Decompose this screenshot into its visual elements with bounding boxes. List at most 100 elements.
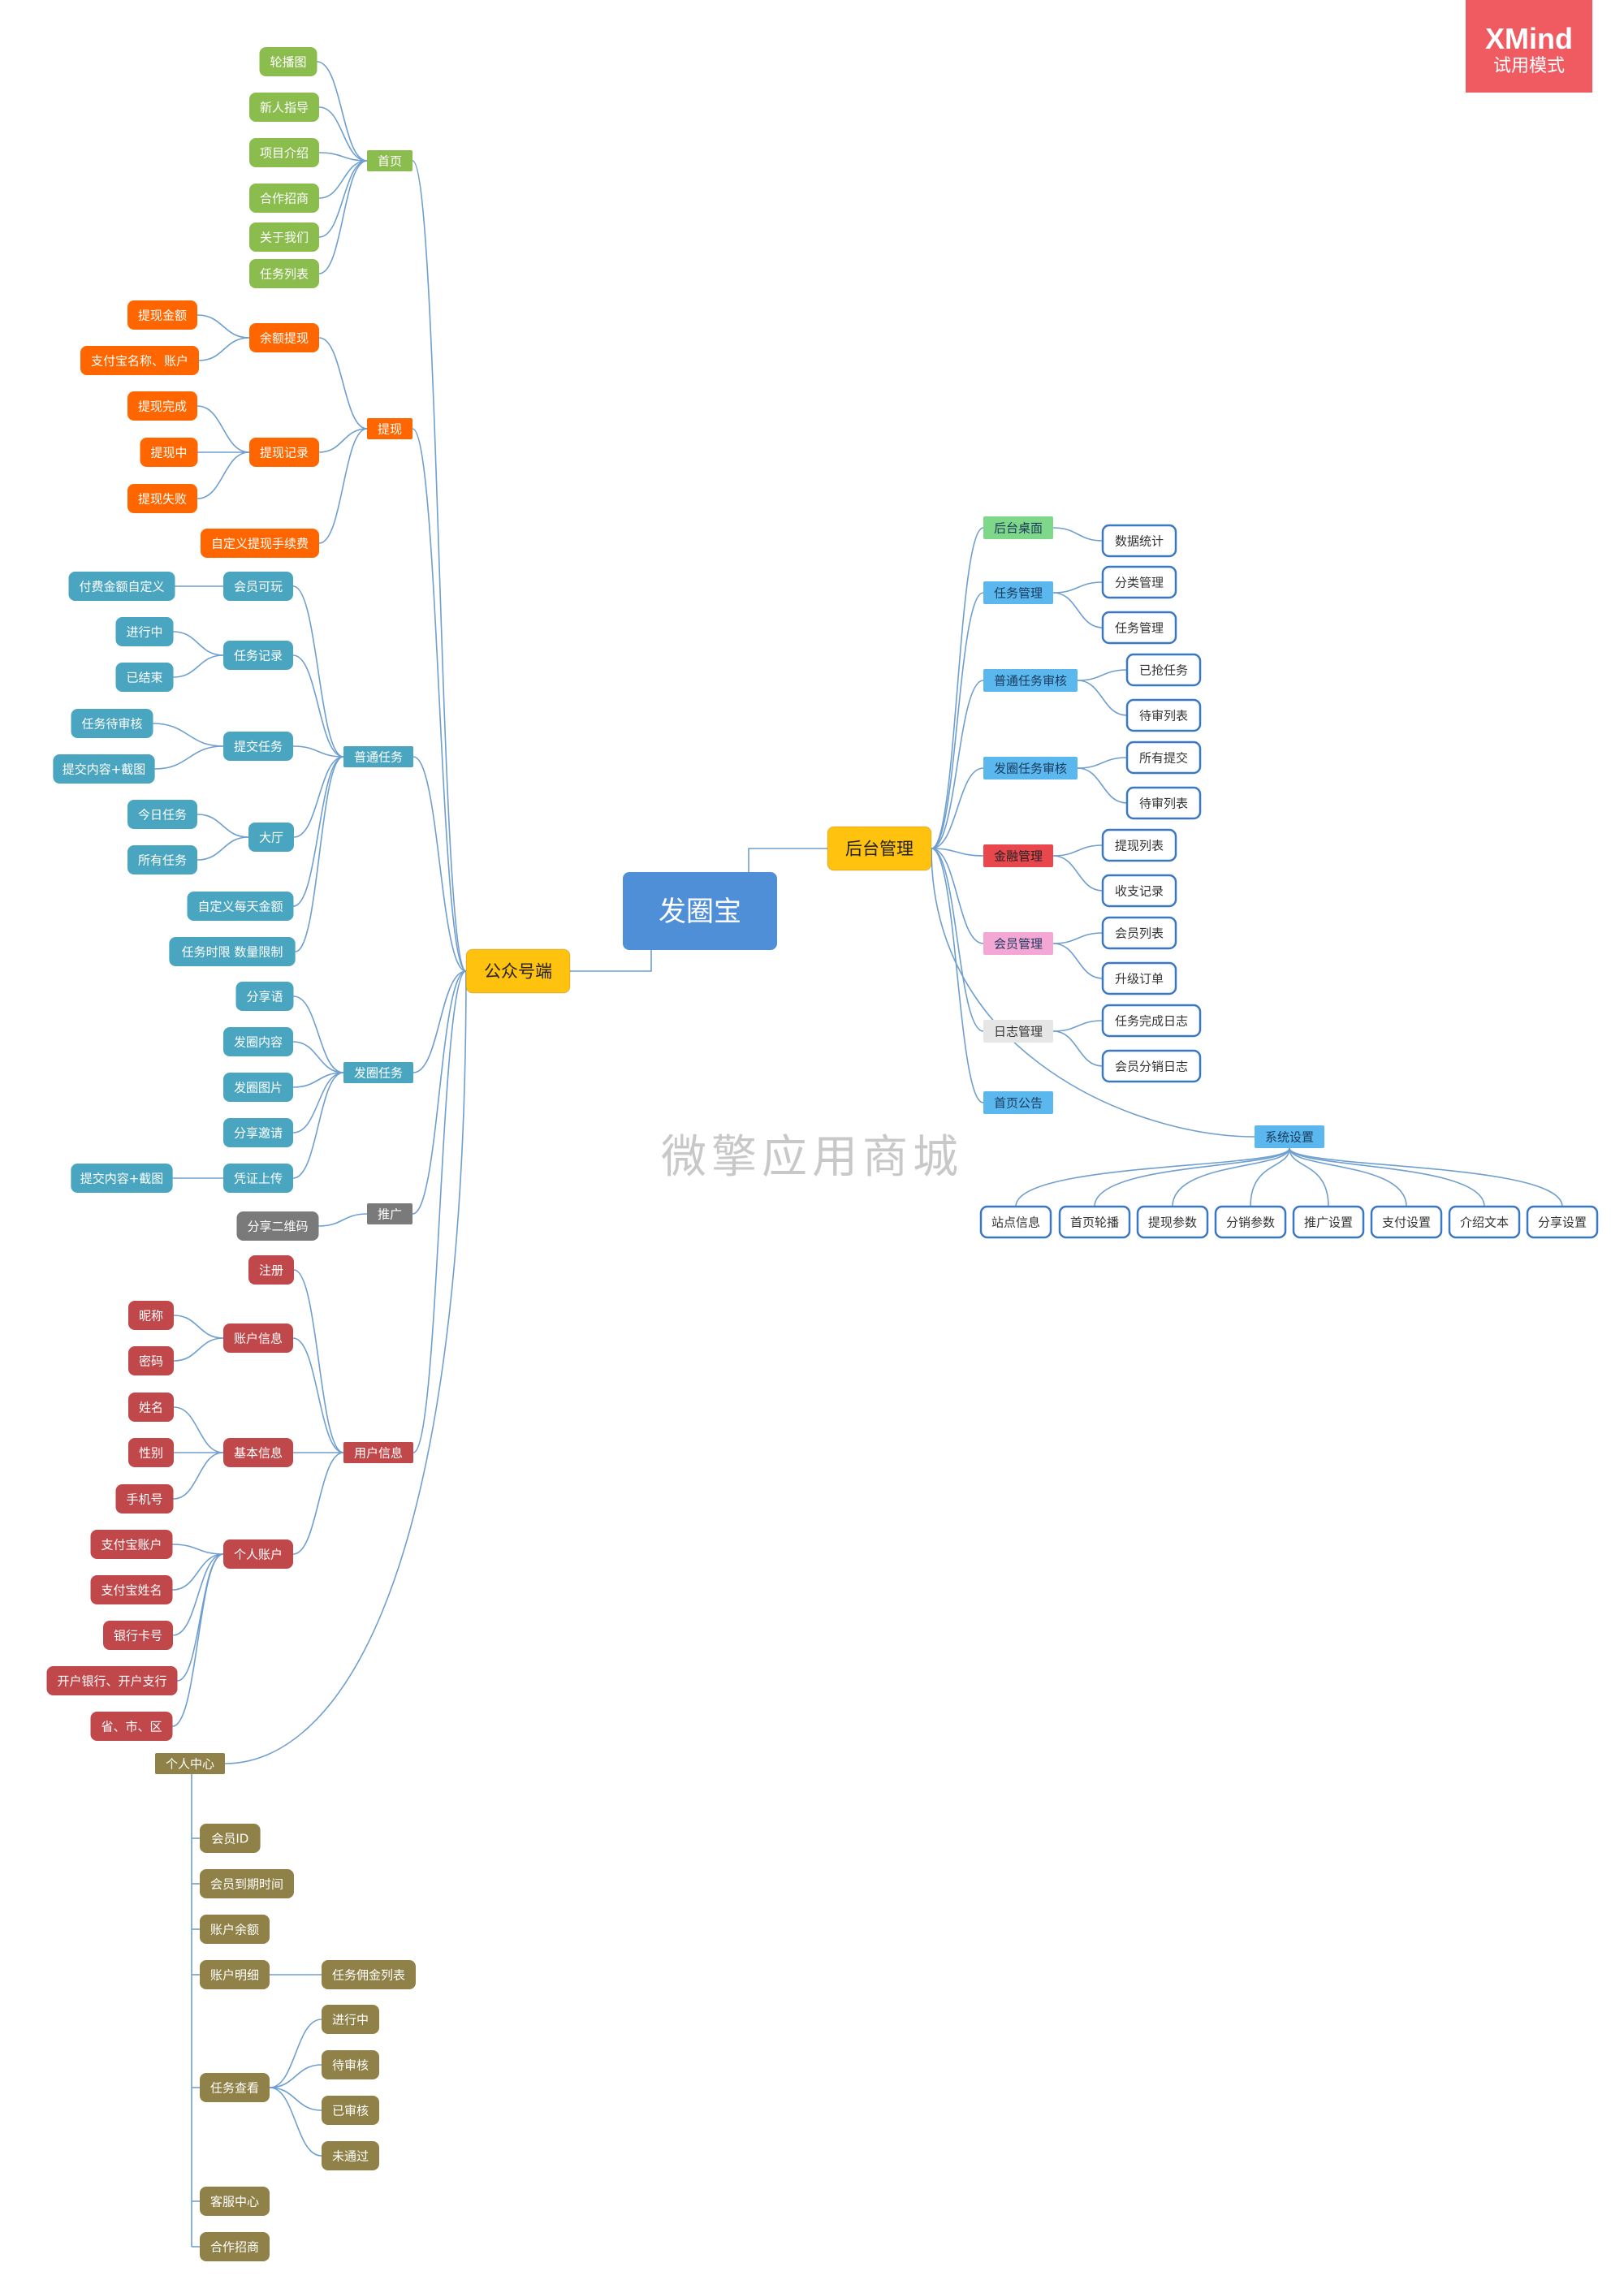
admin-group-node[interactable]: 会员管理 [983,932,1053,955]
wechat-subitem-node[interactable]: 提现完成 [127,391,197,421]
admin-item-node[interactable]: 会员列表 [1101,916,1177,950]
admin-group-node[interactable]: 后台桌面 [983,516,1053,539]
wechat-subitem-node[interactable]: 银行卡号 [103,1621,173,1650]
wechat-item-node[interactable]: 提交任务 [223,732,293,761]
admin-branch-node[interactable]: 后台管理 [827,826,932,871]
wechat-item-node[interactable]: 凭证上传 [223,1164,293,1193]
wechat-subitem-node[interactable]: 任务佣金列表 [322,1960,416,1989]
wechat-subitem-node[interactable]: 支付宝名称、账户 [80,346,199,375]
wechat-item-node[interactable]: 分享二维码 [236,1211,319,1241]
system-setting-node[interactable]: 分销参数 [1214,1205,1287,1239]
wechat-subitem-node[interactable]: 姓名 [128,1393,174,1422]
wechat-item-node[interactable]: 余额提现 [249,323,319,352]
wechat-subitem-node[interactable]: 开户银行、开户支行 [46,1666,178,1695]
wechat-item-node[interactable]: 个人账户 [223,1539,293,1569]
wechat-item-node[interactable]: 合作招商 [249,184,319,213]
admin-item-node[interactable]: 待审列表 [1125,786,1202,820]
wechat-subitem-node[interactable]: 任务待审核 [71,709,153,738]
wechat-group-node[interactable]: 首页 [367,150,412,171]
wechat-item-node[interactable]: 账户明细 [200,1960,270,1989]
admin-group-node[interactable]: 普通任务审核 [983,669,1078,692]
wechat-item-node[interactable]: 大厅 [248,823,294,852]
wechat-subitem-node[interactable]: 省、市、区 [90,1712,173,1741]
wechat-item-node[interactable]: 发圈内容 [223,1027,293,1056]
admin-group-node[interactable]: 发圈任务审核 [983,757,1078,779]
wechat-item-node[interactable]: 关于我们 [249,222,319,252]
wechat-item-node[interactable]: 新人指导 [249,93,319,122]
wechat-group-node[interactable]: 用户信息 [343,1442,413,1463]
wechat-subitem-node[interactable]: 待审核 [322,2050,379,2079]
wechat-subitem-node[interactable]: 密码 [128,1346,174,1375]
admin-item-node[interactable]: 提现列表 [1101,828,1177,862]
admin-item-node[interactable]: 分类管理 [1101,565,1177,599]
wechat-subitem-node[interactable]: 今日任务 [127,800,197,829]
wechat-group-node[interactable]: 推广 [367,1203,412,1224]
admin-item-node[interactable]: 所有提交 [1125,741,1202,775]
wechat-subitem-node[interactable]: 进行中 [322,2005,379,2034]
wechat-item-node[interactable]: 任务查看 [200,2073,270,2102]
wechat-group-node[interactable]: 提现 [367,418,412,439]
wechat-subitem-node[interactable]: 已结束 [115,663,174,692]
wechat-item-node[interactable]: 分享邀请 [223,1118,293,1147]
wechat-group-node[interactable]: 发圈任务 [343,1062,413,1083]
system-setting-node[interactable]: 站点信息 [979,1205,1052,1239]
admin-item-node[interactable]: 已抢任务 [1125,653,1202,687]
root-node[interactable]: 发圈宝 [623,872,777,950]
wechat-item-node[interactable]: 任务时限 数量限制 [169,937,296,966]
wechat-subitem-node[interactable]: 提交内容+截图 [53,754,155,784]
admin-item-node[interactable]: 待审列表 [1125,698,1202,732]
wechat-item-node[interactable]: 自定义每天金额 [187,892,294,921]
wechat-item-node[interactable]: 发圈图片 [223,1073,293,1102]
admin-group-node[interactable]: 日志管理 [983,1020,1053,1043]
wechat-subitem-node[interactable]: 支付宝账户 [90,1530,173,1559]
wechat-item-node[interactable]: 合作招商 [200,2232,270,2261]
admin-group-node[interactable]: 金融管理 [983,844,1053,867]
system-setting-node[interactable]: 支付设置 [1370,1205,1443,1239]
wechat-branch-node[interactable]: 公众号端 [465,948,571,994]
wechat-subitem-node[interactable]: 进行中 [115,617,174,646]
wechat-subitem-node[interactable]: 已审核 [322,2096,379,2125]
wechat-item-node[interactable]: 基本信息 [223,1438,293,1467]
wechat-group-node[interactable]: 个人中心 [155,1753,225,1774]
wechat-subitem-node[interactable]: 未通过 [322,2141,379,2170]
wechat-item-node[interactable]: 任务记录 [223,641,293,670]
wechat-item-node[interactable]: 项目介绍 [249,138,319,167]
wechat-item-node[interactable]: 会员到期时间 [200,1869,294,1898]
admin-item-node[interactable]: 任务完成日志 [1101,1004,1202,1038]
admin-group-node[interactable]: 任务管理 [983,581,1053,604]
admin-item-node[interactable]: 任务管理 [1101,611,1177,645]
admin-group-node[interactable]: 系统设置 [1255,1125,1324,1148]
system-setting-node[interactable]: 分享设置 [1526,1205,1599,1239]
wechat-subitem-node[interactable]: 提现金额 [127,300,197,330]
wechat-group-node[interactable]: 普通任务 [343,746,413,767]
wechat-item-node[interactable]: 账户信息 [223,1324,293,1353]
admin-group-node[interactable]: 首页公告 [983,1091,1053,1114]
wechat-item-node[interactable]: 客服中心 [200,2187,270,2216]
admin-item-node[interactable]: 收支记录 [1101,874,1177,908]
wechat-subitem-node[interactable]: 付费金额自定义 [68,572,175,601]
system-setting-node[interactable]: 提现参数 [1136,1205,1209,1239]
wechat-subitem-node[interactable]: 提交内容+截图 [71,1164,173,1193]
wechat-item-node[interactable]: 注册 [248,1255,294,1285]
wechat-item-node[interactable]: 会员ID [199,1824,261,1853]
admin-item-node[interactable]: 会员分销日志 [1101,1049,1202,1083]
system-setting-node[interactable]: 首页轮播 [1058,1205,1131,1239]
wechat-item-node[interactable]: 轮播图 [259,47,317,76]
admin-item-node[interactable]: 数据统计 [1101,524,1177,558]
system-setting-node[interactable]: 介绍文本 [1448,1205,1521,1239]
wechat-subitem-node[interactable]: 提现失败 [127,484,197,513]
wechat-subitem-node[interactable]: 手机号 [115,1484,174,1514]
wechat-item-node[interactable]: 自定义提现手续费 [201,529,319,558]
wechat-item-node[interactable]: 提现记录 [249,438,319,467]
wechat-item-node[interactable]: 分享语 [235,982,294,1011]
wechat-item-node[interactable]: 任务列表 [249,259,319,288]
wechat-item-node[interactable]: 账户余额 [200,1915,270,1944]
wechat-subitem-node[interactable]: 性别 [128,1438,174,1467]
admin-item-node[interactable]: 升级订单 [1101,961,1177,995]
wechat-subitem-node[interactable]: 支付宝姓名 [90,1575,173,1604]
wechat-subitem-node[interactable]: 所有任务 [127,845,197,874]
wechat-item-node[interactable]: 会员可玩 [223,572,293,601]
wechat-subitem-node[interactable]: 昵称 [128,1301,174,1330]
system-setting-node[interactable]: 推广设置 [1292,1205,1365,1239]
wechat-subitem-node[interactable]: 提现中 [140,438,198,467]
